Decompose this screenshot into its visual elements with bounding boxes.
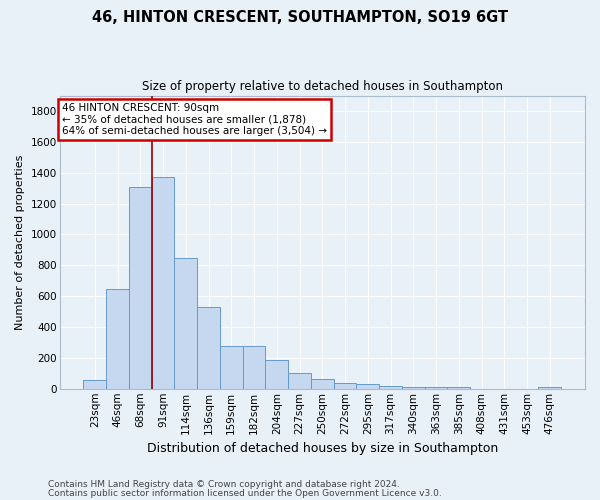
Bar: [106, 289, 129, 389]
Bar: [129, 188, 152, 389]
Bar: [242, 346, 265, 389]
Text: Contains public sector information licensed under the Open Government Licence v3: Contains public sector information licen…: [48, 489, 442, 498]
Title: Size of property relative to detached houses in Southampton: Size of property relative to detached ho…: [142, 80, 503, 93]
Bar: [197, 307, 220, 389]
Y-axis label: Number of detached properties: Number of detached properties: [15, 154, 25, 330]
Bar: [152, 176, 175, 389]
Text: 46, HINTON CRESCENT, SOUTHAMPTON, SO19 6GT: 46, HINTON CRESCENT, SOUTHAMPTON, SO19 6…: [92, 10, 508, 25]
Bar: [448, 387, 470, 389]
Text: 46 HINTON CRESCENT: 90sqm
← 35% of detached houses are smaller (1,878)
64% of se: 46 HINTON CRESCENT: 90sqm ← 35% of detac…: [62, 103, 327, 136]
Bar: [220, 346, 242, 389]
Bar: [175, 258, 197, 389]
Bar: [402, 387, 425, 389]
Bar: [356, 384, 379, 389]
Bar: [311, 378, 334, 389]
Bar: [538, 387, 561, 389]
X-axis label: Distribution of detached houses by size in Southampton: Distribution of detached houses by size …: [146, 442, 498, 455]
Bar: [288, 372, 311, 389]
Bar: [334, 383, 356, 389]
Bar: [425, 387, 448, 389]
Text: Contains HM Land Registry data © Crown copyright and database right 2024.: Contains HM Land Registry data © Crown c…: [48, 480, 400, 489]
Bar: [265, 360, 288, 389]
Bar: [83, 380, 106, 389]
Bar: [379, 386, 402, 389]
